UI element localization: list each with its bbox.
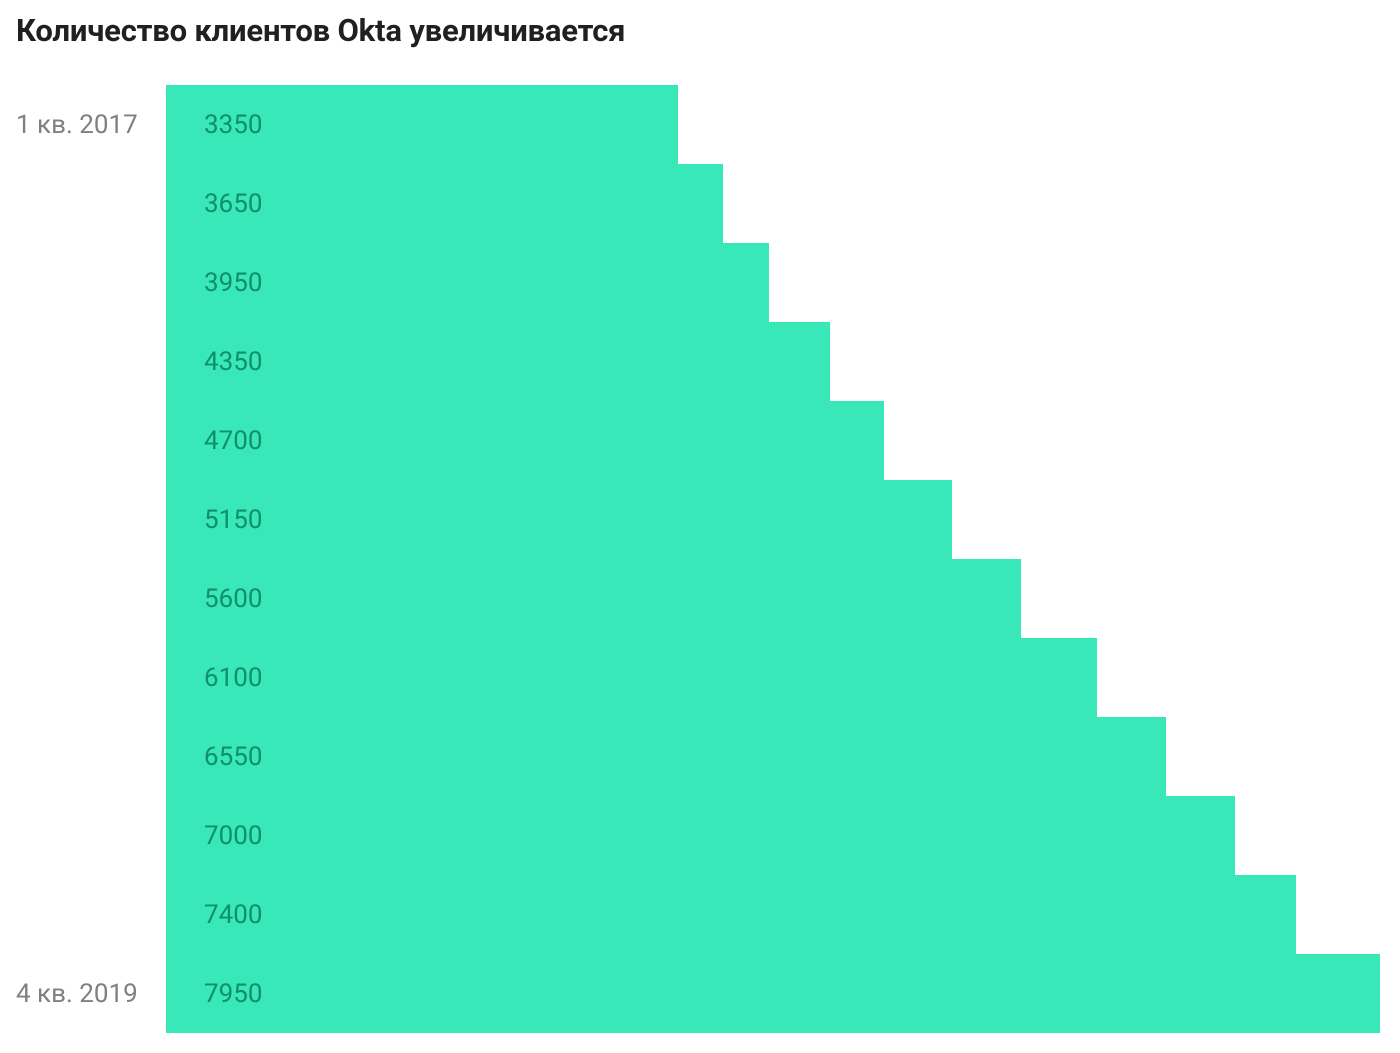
bar <box>166 796 1235 875</box>
bar <box>166 875 1296 954</box>
bar-row: 4350 <box>166 322 1380 401</box>
bars-area: 3350 3650 3950 4350 4700 5150 5600 6100 6550 7000… <box>166 85 1380 1033</box>
bar <box>166 954 1380 1033</box>
bar-row: 6550 <box>166 717 1380 796</box>
bar-value-label: 5150 <box>204 505 262 535</box>
bar <box>166 322 830 401</box>
bar <box>166 401 884 480</box>
bar-row: 7400 <box>166 875 1380 954</box>
chart-container: Количество клиентов Okta увеличивается 1… <box>0 0 1400 1053</box>
bar-value-label: 3650 <box>204 189 262 219</box>
y-axis-label: 1 кв. 2017 <box>16 110 138 140</box>
bar-value-label: 3350 <box>204 110 262 140</box>
bar <box>166 717 1166 796</box>
bar-row: 3650 <box>166 164 1380 243</box>
bar-value-label: 7400 <box>204 900 262 930</box>
bar-row: 7950 <box>166 954 1380 1033</box>
bar <box>166 480 952 559</box>
bar-value-label: 4700 <box>204 426 262 456</box>
bar-row: 3950 <box>166 243 1380 322</box>
bar-row: 7000 <box>166 796 1380 875</box>
bar-value-label: 6100 <box>204 663 262 693</box>
bar-value-label: 4350 <box>204 347 262 377</box>
bar-row: 5150 <box>166 480 1380 559</box>
bar <box>166 638 1097 717</box>
bar <box>166 559 1021 638</box>
y-axis: 1 кв. 2017 4 кв. 2019 <box>16 85 166 1033</box>
bar-value-label: 3950 <box>204 268 262 298</box>
bar-row: 5600 <box>166 559 1380 638</box>
bar-row: 4700 <box>166 401 1380 480</box>
bar-chart: 1 кв. 2017 4 кв. 2019 3350 3650 3950 4350 470… <box>16 85 1380 1033</box>
bar-row: 6100 <box>166 638 1380 717</box>
bar-value-label: 7950 <box>204 979 262 1009</box>
bar-row: 3350 <box>166 85 1380 164</box>
bar-value-label: 5600 <box>204 584 262 614</box>
chart-title: Количество клиентов Okta увеличивается <box>16 12 1380 49</box>
bar-value-label: 7000 <box>204 821 262 851</box>
bar-value-label: 6550 <box>204 742 262 772</box>
y-axis-label: 4 кв. 2019 <box>16 979 138 1009</box>
